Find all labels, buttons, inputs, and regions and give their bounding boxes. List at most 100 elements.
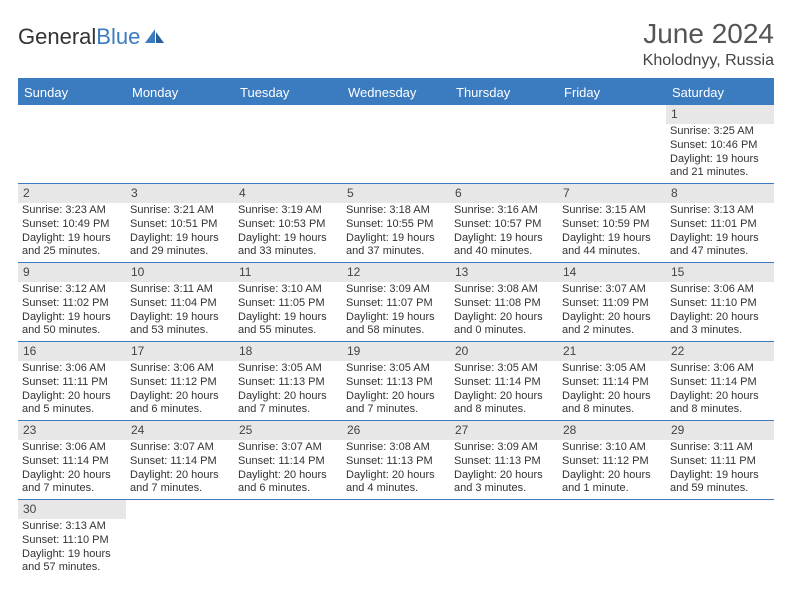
- day-cell: 5Sunrise: 3:18 AMSunset: 10:55 PMDayligh…: [342, 184, 450, 262]
- sunset-text: Sunset: 10:53 PM: [238, 218, 338, 232]
- sail-icon: [144, 27, 166, 45]
- day-cell: 26Sunrise: 3:08 AMSunset: 11:13 PMDaylig…: [342, 421, 450, 499]
- sunrise-text: Sunrise: 3:16 AM: [454, 204, 554, 218]
- daylight-text-2: and 7 minutes.: [346, 403, 446, 417]
- calendar: SundayMondayTuesdayWednesdayThursdayFrid…: [18, 78, 774, 577]
- sunrise-text: Sunrise: 3:15 AM: [562, 204, 662, 218]
- day-number: 27: [450, 421, 558, 440]
- day-cell-empty: [558, 500, 666, 577]
- day-number: 21: [558, 342, 666, 361]
- day-number: 23: [18, 421, 126, 440]
- day-cell: 19Sunrise: 3:05 AMSunset: 11:13 PMDaylig…: [342, 342, 450, 420]
- sunrise-text: Sunrise: 3:10 AM: [238, 283, 338, 297]
- day-header: Saturday: [666, 80, 774, 105]
- day-cell: 25Sunrise: 3:07 AMSunset: 11:14 PMDaylig…: [234, 421, 342, 499]
- daylight-text: Daylight: 19 hours: [22, 232, 122, 246]
- day-body: Sunrise: 3:05 AMSunset: 11:13 PMDaylight…: [342, 362, 450, 419]
- sunrise-text: Sunrise: 3:18 AM: [346, 204, 446, 218]
- daylight-text-2: and 3 minutes.: [670, 324, 770, 338]
- daylight-text: Daylight: 19 hours: [130, 232, 230, 246]
- daylight-text: Daylight: 19 hours: [454, 232, 554, 246]
- day-cell: 2Sunrise: 3:23 AMSunset: 10:49 PMDayligh…: [18, 184, 126, 262]
- sunrise-text: Sunrise: 3:08 AM: [454, 283, 554, 297]
- sunset-text: Sunset: 11:11 PM: [670, 455, 770, 469]
- day-number: 4: [234, 184, 342, 203]
- day-cell: 3Sunrise: 3:21 AMSunset: 10:51 PMDayligh…: [126, 184, 234, 262]
- day-cell: 13Sunrise: 3:08 AMSunset: 11:08 PMDaylig…: [450, 263, 558, 341]
- day-number: 19: [342, 342, 450, 361]
- daylight-text-2: and 21 minutes.: [670, 166, 770, 180]
- day-cell: 10Sunrise: 3:11 AMSunset: 11:04 PMDaylig…: [126, 263, 234, 341]
- daylight-text: Daylight: 19 hours: [562, 232, 662, 246]
- day-body: Sunrise: 3:16 AMSunset: 10:57 PMDaylight…: [450, 204, 558, 261]
- sunrise-text: Sunrise: 3:13 AM: [670, 204, 770, 218]
- sunset-text: Sunset: 11:14 PM: [454, 376, 554, 390]
- sunset-text: Sunset: 11:14 PM: [670, 376, 770, 390]
- day-body: Sunrise: 3:13 AMSunset: 11:10 PMDaylight…: [18, 520, 126, 577]
- day-number: 8: [666, 184, 774, 203]
- daylight-text-2: and 59 minutes.: [670, 482, 770, 496]
- sunrise-text: Sunrise: 3:10 AM: [562, 441, 662, 455]
- sunset-text: Sunset: 10:57 PM: [454, 218, 554, 232]
- day-number: 6: [450, 184, 558, 203]
- daylight-text-2: and 8 minutes.: [562, 403, 662, 417]
- sunrise-text: Sunrise: 3:09 AM: [454, 441, 554, 455]
- sunset-text: Sunset: 10:46 PM: [670, 139, 770, 153]
- day-header: Thursday: [450, 80, 558, 105]
- day-number: 17: [126, 342, 234, 361]
- day-body: Sunrise: 3:18 AMSunset: 10:55 PMDaylight…: [342, 204, 450, 261]
- daylight-text: Daylight: 19 hours: [346, 311, 446, 325]
- day-cell: 14Sunrise: 3:07 AMSunset: 11:09 PMDaylig…: [558, 263, 666, 341]
- sunset-text: Sunset: 11:14 PM: [130, 455, 230, 469]
- sunrise-text: Sunrise: 3:08 AM: [346, 441, 446, 455]
- logo-text-b: Blue: [96, 24, 140, 50]
- week-row: 16Sunrise: 3:06 AMSunset: 11:11 PMDaylig…: [18, 342, 774, 421]
- day-cell: 9Sunrise: 3:12 AMSunset: 11:02 PMDayligh…: [18, 263, 126, 341]
- sunset-text: Sunset: 11:01 PM: [670, 218, 770, 232]
- day-number: 15: [666, 263, 774, 282]
- week-row: 30Sunrise: 3:13 AMSunset: 11:10 PMDaylig…: [18, 500, 774, 577]
- weeks-container: 1Sunrise: 3:25 AMSunset: 10:46 PMDayligh…: [18, 105, 774, 577]
- day-number: 11: [234, 263, 342, 282]
- day-cell: 8Sunrise: 3:13 AMSunset: 11:01 PMDayligh…: [666, 184, 774, 262]
- sunrise-text: Sunrise: 3:06 AM: [670, 283, 770, 297]
- daylight-text: Daylight: 19 hours: [670, 469, 770, 483]
- sunset-text: Sunset: 11:04 PM: [130, 297, 230, 311]
- day-cell: 27Sunrise: 3:09 AMSunset: 11:13 PMDaylig…: [450, 421, 558, 499]
- day-cell: 23Sunrise: 3:06 AMSunset: 11:14 PMDaylig…: [18, 421, 126, 499]
- day-cell-empty: [234, 105, 342, 183]
- day-cell: 7Sunrise: 3:15 AMSunset: 10:59 PMDayligh…: [558, 184, 666, 262]
- daylight-text: Daylight: 19 hours: [238, 232, 338, 246]
- sunset-text: Sunset: 10:55 PM: [346, 218, 446, 232]
- day-number: 10: [126, 263, 234, 282]
- day-body: Sunrise: 3:19 AMSunset: 10:53 PMDaylight…: [234, 204, 342, 261]
- daylight-text-2: and 0 minutes.: [454, 324, 554, 338]
- daylight-text: Daylight: 20 hours: [238, 469, 338, 483]
- day-number: 13: [450, 263, 558, 282]
- sunset-text: Sunset: 11:13 PM: [454, 455, 554, 469]
- day-number: 24: [126, 421, 234, 440]
- sunset-text: Sunset: 11:10 PM: [670, 297, 770, 311]
- day-body: Sunrise: 3:11 AMSunset: 11:04 PMDaylight…: [126, 283, 234, 340]
- day-number: 3: [126, 184, 234, 203]
- daylight-text-2: and 7 minutes.: [238, 403, 338, 417]
- day-body: Sunrise: 3:09 AMSunset: 11:13 PMDaylight…: [450, 441, 558, 498]
- day-number: 12: [342, 263, 450, 282]
- day-cell-empty: [450, 105, 558, 183]
- daylight-text: Daylight: 20 hours: [22, 469, 122, 483]
- daylight-text: Daylight: 20 hours: [562, 390, 662, 404]
- daylight-text-2: and 58 minutes.: [346, 324, 446, 338]
- daylight-text-2: and 57 minutes.: [22, 561, 122, 575]
- day-cell: 29Sunrise: 3:11 AMSunset: 11:11 PMDaylig…: [666, 421, 774, 499]
- day-cell: 16Sunrise: 3:06 AMSunset: 11:11 PMDaylig…: [18, 342, 126, 420]
- sunset-text: Sunset: 10:51 PM: [130, 218, 230, 232]
- day-header: Friday: [558, 80, 666, 105]
- week-row: 9Sunrise: 3:12 AMSunset: 11:02 PMDayligh…: [18, 263, 774, 342]
- day-body: Sunrise: 3:05 AMSunset: 11:14 PMDaylight…: [558, 362, 666, 419]
- day-header-row: SundayMondayTuesdayWednesdayThursdayFrid…: [18, 80, 774, 105]
- header: GeneralBlue June 2024 Kholodnyy, Russia: [18, 18, 774, 70]
- daylight-text: Daylight: 20 hours: [346, 390, 446, 404]
- daylight-text-2: and 8 minutes.: [670, 403, 770, 417]
- day-number: 5: [342, 184, 450, 203]
- sunrise-text: Sunrise: 3:23 AM: [22, 204, 122, 218]
